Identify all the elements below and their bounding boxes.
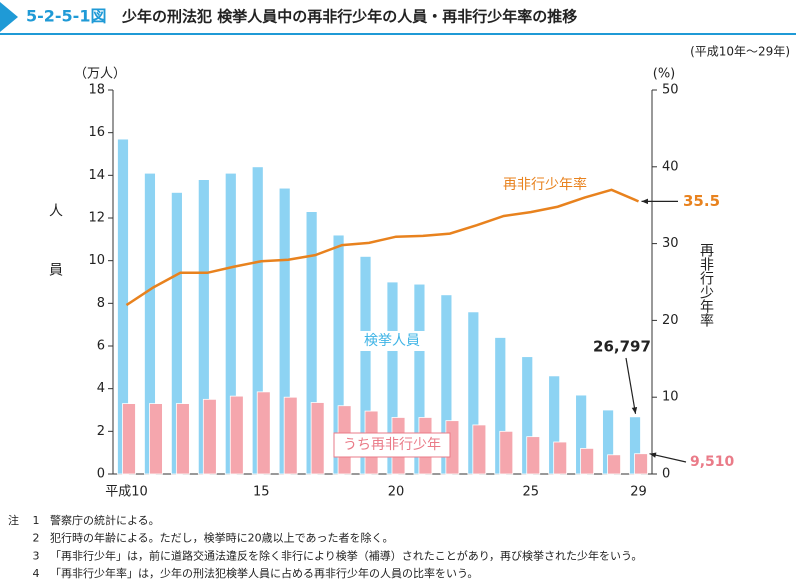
x-tick-label: 15 (253, 485, 270, 500)
y-tick-label: 18 (88, 83, 105, 98)
y-tick-label: 12 (88, 211, 105, 226)
x-tick-label: 29 (630, 485, 647, 500)
legend-label: 再非行少年率 (503, 176, 587, 193)
note-text: 犯行時の年齢による。ただし，検挙時に20歳以上であった者を除く。 (50, 531, 394, 545)
value-label: 9,510 (690, 454, 735, 470)
chart-title: 少年の刑法犯 検挙人員中の再非行少年の人員・再非行少年率の推移 (121, 8, 577, 26)
y2-axis-label: 再非行少年率 (698, 243, 714, 327)
y2-tick-label: 20 (662, 313, 679, 328)
y2-tick-label: 50 (662, 83, 679, 98)
x-tick-label: 25 (522, 485, 539, 500)
note-text: 警察庁の統計による。 (50, 513, 160, 527)
y-axis-label: 人員 (47, 203, 63, 321)
x-tick-label: 平成10 (105, 485, 148, 500)
y2-tick-label: 30 (662, 236, 679, 251)
note-text: 「再非行少年」は，前に道路交通法違反を除く非行により検挙（補導）されたことがあり… (50, 548, 642, 562)
bar (256, 391, 271, 475)
bar (472, 424, 487, 475)
bar (499, 430, 514, 475)
line (125, 188, 640, 307)
bar (122, 403, 136, 475)
y2-tick-label: 40 (662, 159, 679, 174)
header-marker (0, 2, 18, 32)
annotation-arrowhead (649, 452, 657, 458)
bar (310, 402, 325, 475)
legend-label: うち再非行少年 (343, 437, 441, 453)
y-tick-label: 16 (88, 125, 105, 140)
bar (149, 403, 163, 475)
bar (607, 454, 621, 475)
note-number: 1 (33, 514, 40, 527)
note-number: 2 (33, 532, 40, 545)
annotation-arrowhead (631, 407, 638, 414)
value-label: 26,797 (593, 338, 651, 356)
y2-unit: (%) (653, 67, 676, 82)
y-tick-label: 6 (97, 339, 105, 354)
annotation-arrowhead (641, 198, 648, 205)
y2-tick-label: 10 (662, 390, 679, 405)
bar (202, 398, 217, 475)
bar (526, 436, 541, 475)
figure-label: 5-2-5-1図 (26, 7, 106, 26)
annotation-arrow (625, 357, 637, 414)
y-tick-label: 4 (97, 381, 105, 396)
note-text: 「再非行少年率」は，少年の刑法犯検挙人員に占める再非行少年の人員の比率をいう。 (50, 566, 478, 580)
y2-tick-label: 0 (662, 467, 670, 482)
bar (283, 396, 298, 475)
y-tick-label: 2 (97, 424, 105, 439)
bar (553, 441, 568, 475)
note-number: 3 (33, 549, 40, 562)
x-tick-label: 20 (388, 485, 405, 500)
y-tick-label: 0 (97, 467, 105, 482)
value-label: 35.5 (683, 192, 720, 210)
bar (229, 395, 244, 475)
bar (634, 453, 648, 475)
bar (580, 447, 595, 475)
y-tick-label: 14 (88, 168, 105, 183)
chart-subtitle: (平成10年～29年) (690, 45, 790, 59)
note-number: 4 (33, 567, 40, 580)
legend-box (333, 432, 451, 458)
note-label: 注 (8, 513, 19, 527)
y-tick-label: 8 (97, 296, 105, 311)
legend-label: 検挙人員 (364, 333, 420, 349)
y-tick-label: 10 (88, 253, 105, 268)
legend-background (358, 331, 426, 351)
bar (175, 403, 190, 475)
y-unit: （万人） (74, 67, 126, 82)
